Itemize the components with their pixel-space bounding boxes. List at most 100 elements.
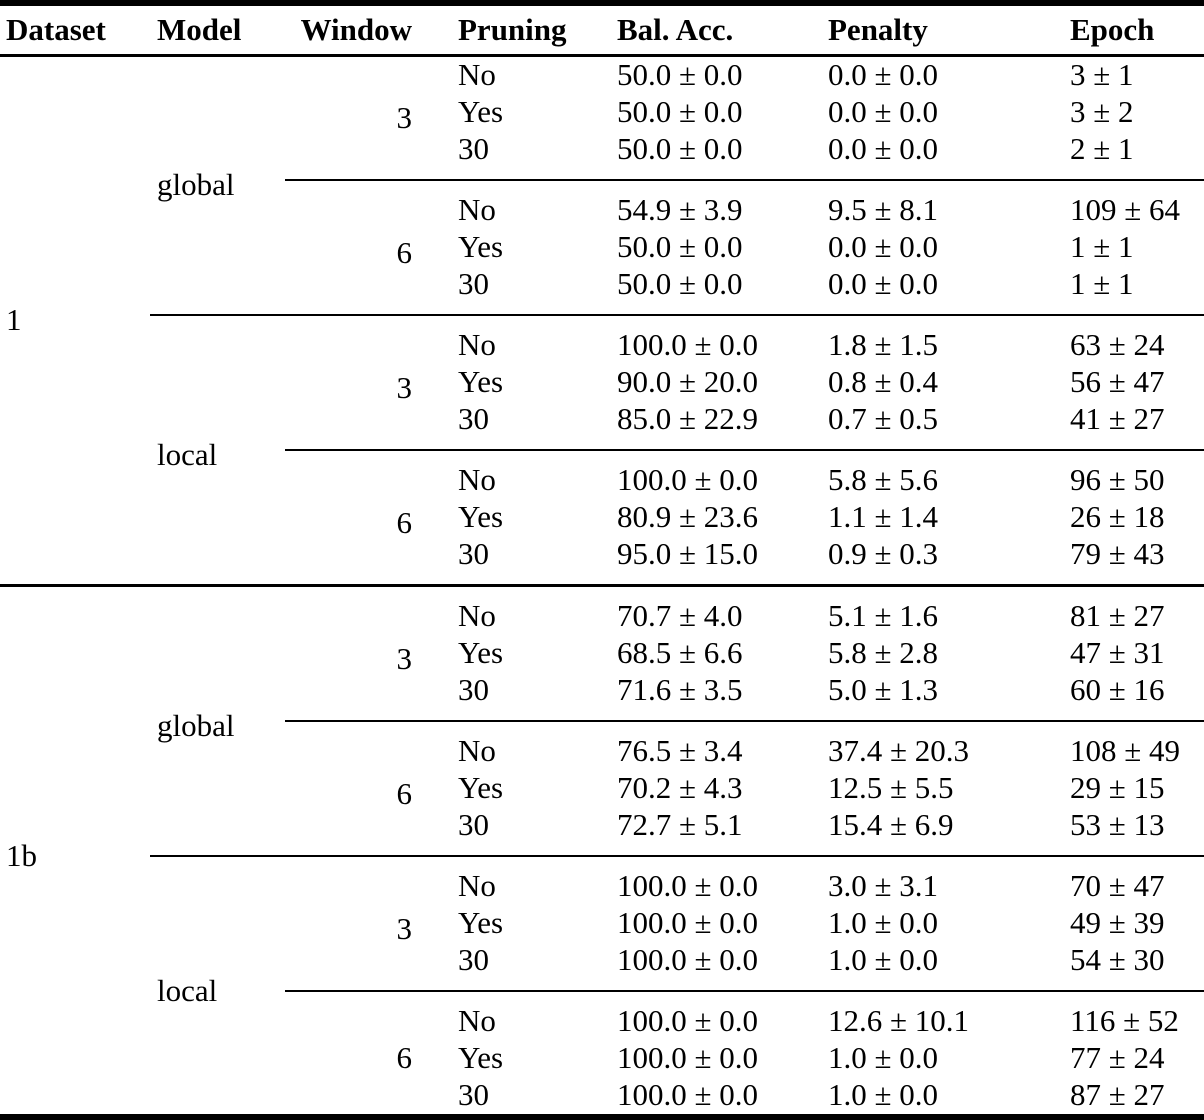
pruning-cell: No: [458, 733, 496, 769]
table-row: local 3 No 100.0 ± 0.0 1.8 ± 1.5 63 ± 24: [0, 315, 1204, 587]
epoch-cell: 56 ± 47: [1070, 364, 1165, 400]
bal-acc-cell: 95.0 ± 15.0: [613, 536, 824, 587]
bal-acc-cell: 80.9 ± 23.6: [617, 499, 759, 535]
table-row: Yes 100.0 ± 0.0 1.0 ± 0.0 77 ± 24: [0, 1040, 1204, 1077]
epoch-cell: 79 ± 43: [1064, 536, 1204, 587]
pruning-cell: 30: [412, 942, 613, 992]
dataset-cell: 1b: [6, 837, 37, 873]
column-header-epoch: Epoch: [1064, 3, 1204, 57]
table-row: 30 100.0 ± 0.0 1.0 ± 0.0 87 ± 27: [0, 1077, 1204, 1117]
pruning-cell: 30: [412, 536, 613, 587]
header-row: Dataset Model Window Pruning Bal. Acc. P…: [0, 3, 1204, 57]
table-row: 30 100.0 ± 0.0 1.0 ± 0.0 54 ± 30: [0, 942, 1204, 992]
model-cell: global: [150, 585, 285, 857]
epoch-cell: 3 ± 2: [1070, 94, 1134, 130]
bal-acc-cell: 70.7 ± 4.0: [617, 598, 743, 634]
epoch-cell: 41 ± 27: [1064, 401, 1204, 451]
table-row: 1b global 3 No 70.7 ± 4.0 5.1 ± 1.6 81 ± 27: [0, 585, 1204, 871]
table-row: Yes 68.5 ± 6.6 5.8 ± 2.8 47 ± 31: [0, 635, 1204, 672]
pruning-cell: 30: [412, 266, 613, 316]
epoch-cell: 2 ± 1: [1064, 131, 1204, 181]
column-header-penalty: Penalty: [824, 3, 1064, 57]
penalty-cell: 12.6 ± 10.1: [828, 1003, 970, 1039]
bal-acc-cell: 100.0 ± 0.0: [617, 1040, 759, 1076]
pruning-cell: 30: [412, 807, 613, 857]
bal-acc-cell: 90.0 ± 20.0: [617, 364, 759, 400]
table-row: 1 global 3 No 50.0 ± 0.0 0.0 ± 0.0 3 ± 1: [0, 55, 1204, 587]
table-row: 6 No 100.0 ± 0.0 12.6 ± 10.1 116 ± 52: [0, 991, 1204, 1074]
table-row: Yes 50.0 ± 0.0 0.0 ± 0.0 3 ± 2: [0, 94, 1204, 131]
pruning-cell: Yes: [458, 1040, 504, 1076]
window-cell: 6: [285, 721, 412, 857]
model-cell: local: [150, 315, 285, 587]
table-row: 30 95.0 ± 15.0 0.9 ± 0.3 79 ± 43: [0, 536, 1204, 587]
bal-acc-cell: 72.7 ± 5.1: [613, 807, 824, 857]
epoch-cell: 116 ± 52: [1070, 1003, 1179, 1039]
penalty-cell: 15.4 ± 6.9: [824, 807, 1064, 857]
pruning-cell: Yes: [458, 364, 504, 400]
table-row: Yes 80.9 ± 23.6 1.1 ± 1.4 26 ± 18: [0, 499, 1204, 536]
penalty-cell: 12.5 ± 5.5: [828, 770, 954, 806]
bal-acc-cell: 100.0 ± 0.0: [617, 905, 759, 941]
pruning-cell: Yes: [458, 905, 504, 941]
epoch-cell: 49 ± 39: [1070, 905, 1165, 941]
column-header-dataset: Dataset: [0, 3, 150, 57]
pruning-cell: No: [458, 327, 496, 363]
epoch-cell: 47 ± 31: [1070, 635, 1165, 671]
epoch-cell: 1 ± 1: [1064, 266, 1204, 316]
pruning-cell: No: [458, 598, 496, 634]
column-header-bal-acc: Bal. Acc.: [613, 3, 824, 57]
penalty-cell: 1.0 ± 0.0: [824, 942, 1064, 992]
window-cell: 6: [285, 180, 412, 316]
bal-acc-cell: 100.0 ± 0.0: [617, 868, 759, 904]
bal-acc-cell: 50.0 ± 0.0: [617, 94, 743, 130]
results-table-body: 1 global 3 No 50.0 ± 0.0 0.0 ± 0.0 3 ± 1 Yes 50.…: [0, 55, 1204, 1118]
penalty-cell: 0.0 ± 0.0: [828, 57, 939, 93]
penalty-cell: 0.0 ± 0.0: [824, 266, 1064, 316]
penalty-cell: 1.0 ± 0.0: [828, 905, 939, 941]
penalty-cell: 0.7 ± 0.5: [824, 401, 1064, 451]
bal-acc-cell: 71.6 ± 3.5: [613, 672, 824, 722]
bal-acc-cell: 70.2 ± 4.3: [617, 770, 743, 806]
window-cell: 3: [285, 585, 412, 722]
bal-acc-cell: 50.0 ± 0.0: [617, 57, 743, 93]
epoch-cell: 26 ± 18: [1070, 499, 1165, 535]
table-row: 6 No 100.0 ± 0.0 5.8 ± 5.6 96 ± 50: [0, 450, 1204, 587]
bal-acc-cell: 100.0 ± 0.0: [617, 462, 759, 498]
pruning-cell: No: [458, 1003, 496, 1039]
epoch-cell: 108 ± 49: [1070, 733, 1181, 769]
pruning-cell: No: [458, 57, 496, 93]
penalty-cell: 1.0 ± 0.0: [828, 1040, 939, 1076]
pruning-cell: Yes: [458, 770, 504, 806]
epoch-cell: 60 ± 16: [1064, 672, 1204, 722]
bal-acc-cell: 50.0 ± 0.0: [617, 229, 743, 265]
penalty-cell: 5.1 ± 1.6: [828, 598, 939, 634]
bal-acc-cell: 54.9 ± 3.9: [617, 192, 743, 228]
penalty-cell: 0.9 ± 0.3: [824, 536, 1064, 587]
epoch-cell: 1 ± 1: [1070, 229, 1134, 265]
window-cell: 3: [285, 55, 412, 181]
epoch-cell: 3 ± 1: [1070, 57, 1134, 93]
bal-acc-cell: 100.0 ± 0.0: [617, 1077, 759, 1113]
penalty-cell: 37.4 ± 20.3: [828, 733, 970, 769]
window-cell: 3: [285, 856, 412, 992]
pruning-cell: 30: [412, 672, 613, 722]
pruning-cell: Yes: [458, 94, 504, 130]
bal-acc-cell: 85.0 ± 22.9: [613, 401, 824, 451]
column-header-window: Window: [285, 3, 412, 57]
bal-acc-cell: 100.0 ± 0.0: [617, 1003, 759, 1039]
bal-acc-cell: 50.0 ± 0.0: [613, 131, 824, 181]
epoch-cell: 77 ± 24: [1070, 1040, 1165, 1076]
penalty-cell: 9.5 ± 8.1: [828, 192, 939, 228]
penalty-cell: 0.8 ± 0.4: [828, 364, 939, 400]
table-row: local 3 No 100.0 ± 0.0 3.0 ± 3.1 70 ± 47: [0, 856, 1204, 1006]
table-row: Yes 50.0 ± 0.0 0.0 ± 0.0 1 ± 1: [0, 229, 1204, 266]
pruning-cell: No: [458, 192, 496, 228]
column-header-pruning: Pruning: [412, 3, 613, 57]
pruning-cell: No: [458, 462, 496, 498]
penalty-cell: 0.0 ± 0.0: [828, 229, 939, 265]
pruning-cell: Yes: [458, 499, 504, 535]
column-header-model: Model: [150, 3, 285, 57]
